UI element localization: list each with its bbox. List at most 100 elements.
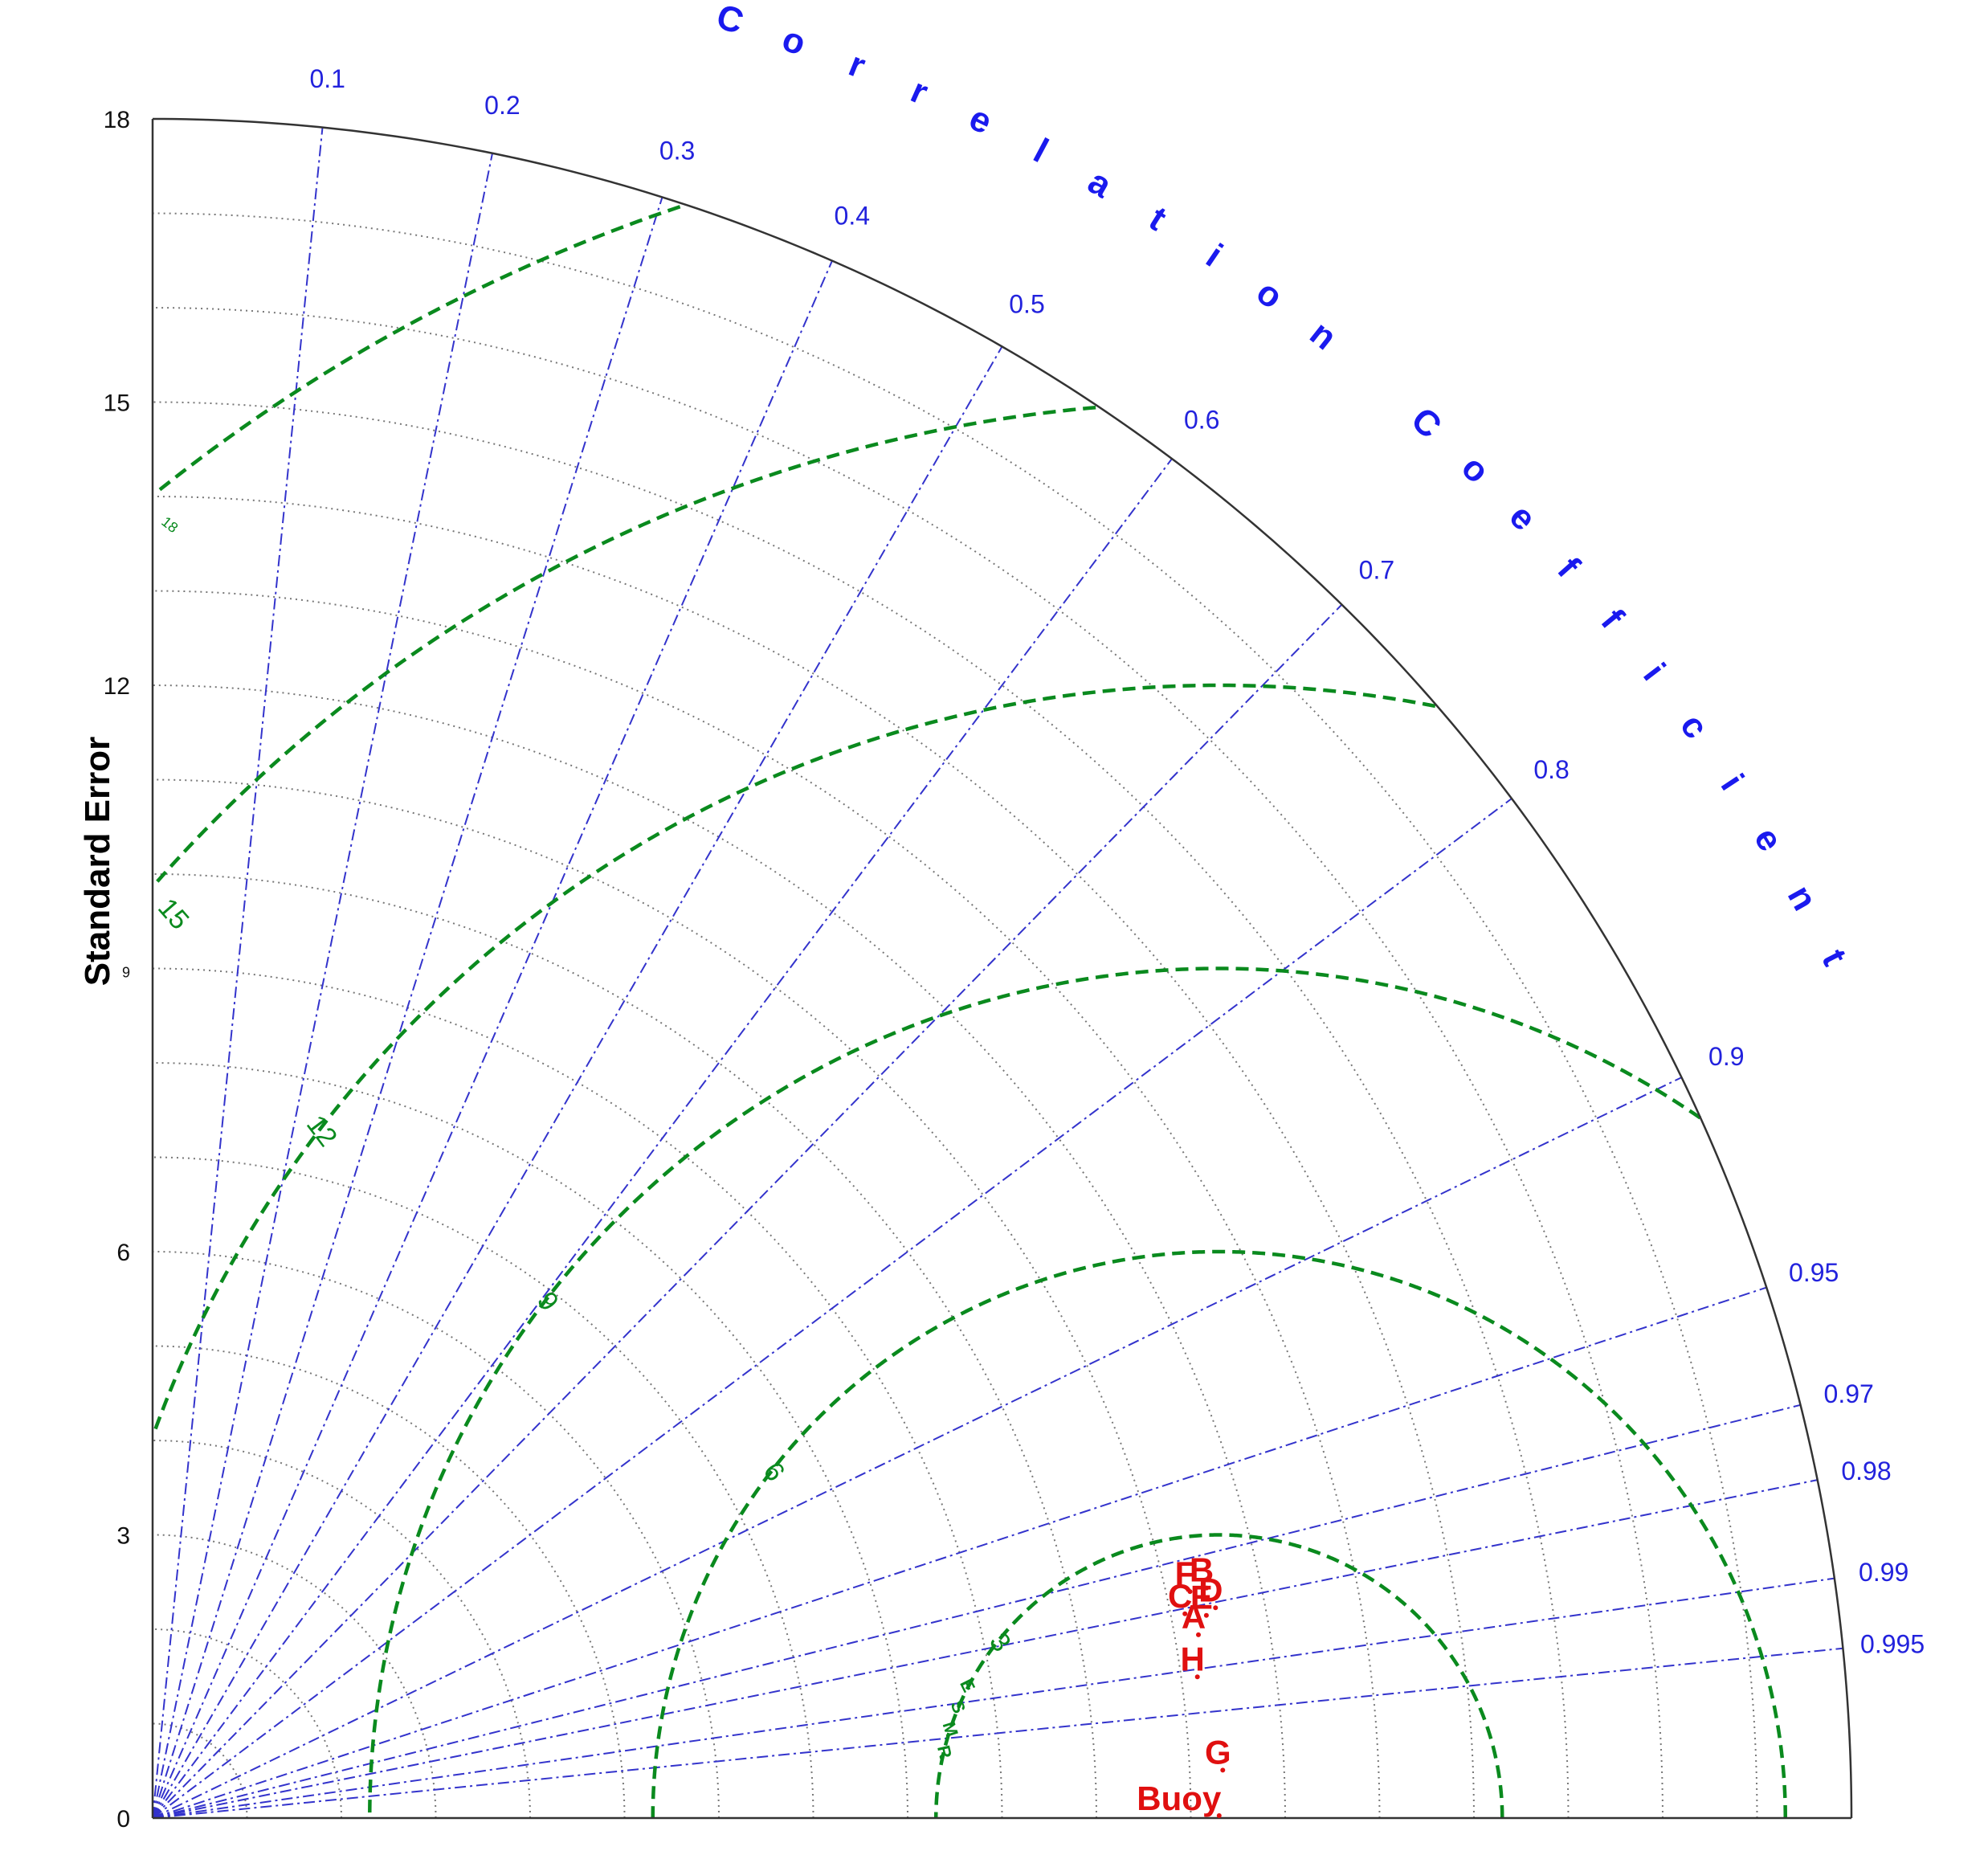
std-arc [152, 1062, 908, 1819]
correlation-title-letter: i [1635, 656, 1672, 688]
plot-frame [151, 117, 1853, 1820]
rmse-title-letter: E [956, 1676, 979, 1695]
std-arc [152, 590, 1381, 1819]
rmse-contour [934, 1533, 1504, 1818]
std-tick-label: 3 [116, 1523, 130, 1550]
correlation-title-letter: n [1303, 313, 1344, 358]
std-arc [152, 496, 1475, 1819]
correlation-line [152, 345, 1003, 1819]
std-arc [152, 307, 1663, 1819]
correlation-tick-label: 0.99 [1859, 1558, 1908, 1587]
point-label: A [1182, 1598, 1206, 1636]
correlation-title-letter: n [1780, 879, 1825, 917]
point-label: C [1168, 1577, 1192, 1615]
correlation-line [152, 603, 1343, 1819]
correlation-tick-labels: 0.1 0.2 0.3 0.4 0.5 0.6 0.7 0.8 0.9 0.95 0.97 0.98 0… [309, 64, 1925, 1659]
rmse-contour [153, 405, 1096, 886]
correlation-title-letter: f [1549, 550, 1587, 586]
correlation-tick-label: 0.1 [309, 64, 345, 93]
correlation-line [152, 1077, 1682, 1819]
point-marker [1220, 1767, 1226, 1773]
point-label: B [1190, 1551, 1214, 1589]
std-tick-label: 9 [122, 965, 130, 981]
correlation-title-letter: a [1081, 161, 1118, 206]
correlation-tick-label: 0.8 [1533, 755, 1569, 784]
correlation-line [152, 127, 324, 1819]
data-points: ABC DEF G H Buoy [1137, 1551, 1231, 1818]
std-tick-label: 0 [116, 1806, 130, 1833]
correlation-tick-label: 0.4 [835, 202, 870, 231]
std-arc [152, 212, 1758, 1819]
correlation-title-letter: i [1713, 767, 1752, 797]
correlation-tick-label: 0.6 [1184, 405, 1219, 434]
point-marker [1213, 1605, 1219, 1611]
correlation-line [152, 798, 1512, 1819]
point-label: E [1190, 1579, 1213, 1616]
std-tick-label: 18 [104, 107, 130, 133]
correlation-title-letter: c [1672, 707, 1716, 746]
correlation-title-letter: e [1502, 497, 1544, 538]
correlation-line [152, 1647, 1843, 1819]
point-label: F [1175, 1555, 1196, 1592]
std-arc [152, 1345, 626, 1819]
std-arc [152, 778, 1192, 1819]
rmse-contour-label: 18 [158, 513, 181, 536]
correlation-title-letter: i [1199, 236, 1230, 274]
std-arc [152, 1440, 531, 1819]
correlation-tick-label: 0.995 [1860, 1630, 1925, 1659]
correlation-title-letter: o [1249, 272, 1290, 317]
std-tick-label: 12 [104, 673, 130, 700]
correlation-title-letter: o [777, 19, 810, 63]
point-label: G [1205, 1733, 1231, 1771]
std-arc [152, 401, 1570, 1819]
y-axis-label: Standard Error [78, 737, 117, 987]
correlation-title-letter: e [963, 98, 998, 142]
rmse-title-letter: S [946, 1698, 970, 1716]
correlation-title-letter: C [712, 0, 748, 42]
reference-label: Buoy [1137, 1779, 1222, 1817]
point-marker [1194, 1674, 1200, 1680]
correlation-title-letter: l [1027, 131, 1055, 170]
point-marker [1187, 1589, 1193, 1595]
correlation-line [152, 1286, 1767, 1819]
std-arc [152, 1722, 248, 1819]
correlation-title-letter: r [843, 44, 871, 86]
rmse-contours [151, 205, 1787, 1819]
correlation-tick-label: 0.5 [1009, 290, 1044, 319]
point-marker [1196, 1632, 1201, 1637]
point-label: D [1198, 1571, 1223, 1608]
std-arc [152, 967, 1003, 1819]
std-tick-labels: 0 3 6 9 12 15 18 [104, 107, 130, 1833]
std-arc [152, 1251, 720, 1819]
std-arc [152, 873, 1097, 1819]
point-marker [1182, 1611, 1188, 1616]
rmse-title-letter: M [939, 1719, 962, 1739]
outer-arc [152, 117, 1853, 1819]
std-arc [152, 1156, 814, 1819]
rmse-contour [368, 966, 1701, 1819]
correlation-lines [152, 127, 1843, 1819]
correlation-title-letter: t [1814, 943, 1854, 972]
std-arc [152, 1534, 437, 1819]
correlation-line [152, 197, 663, 1819]
correlation-title-letter: t [1142, 198, 1174, 238]
rmse-contour [651, 1249, 1787, 1819]
correlation-title-letter: e [1746, 821, 1790, 858]
correlation-line [152, 260, 833, 1819]
rmse-title-letter: R [933, 1743, 956, 1760]
correlation-tick-label: 0.98 [1841, 1457, 1891, 1485]
correlation-line [152, 1404, 1801, 1819]
correlation-title-letter: o [1454, 447, 1496, 491]
correlation-tick-label: 0.3 [659, 136, 695, 165]
rmse-contour [151, 683, 1436, 1436]
rmse-contour [154, 205, 681, 495]
rmse-contour-label: 15 [152, 893, 195, 935]
correlation-title-letter: r [905, 71, 934, 112]
rmse-contour-label: 6 [757, 1457, 791, 1487]
correlation-line [152, 1577, 1835, 1819]
point-marker [1203, 1612, 1209, 1618]
std-tick-label: 15 [104, 390, 130, 417]
correlation-tick-label: 0.95 [1789, 1258, 1839, 1287]
